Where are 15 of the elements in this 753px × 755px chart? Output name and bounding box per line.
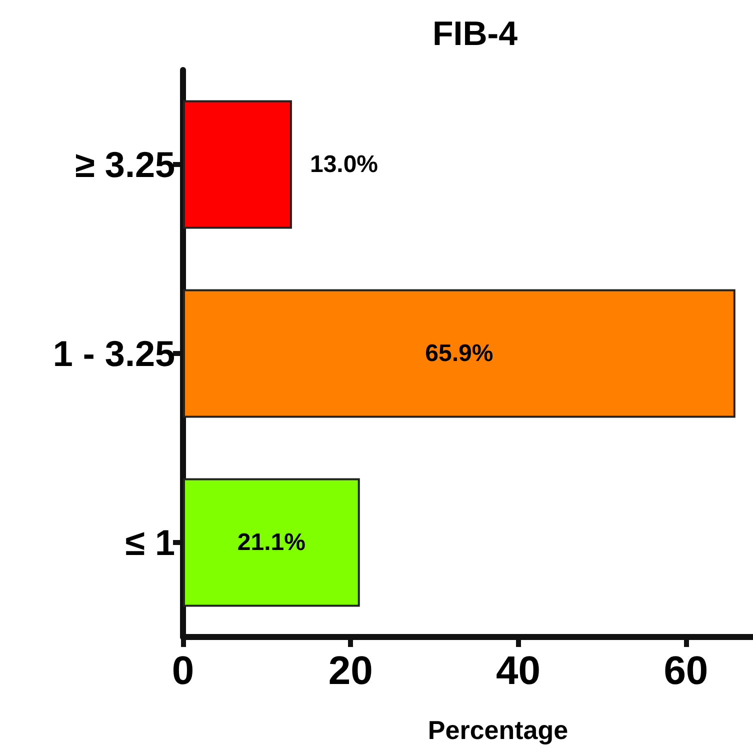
y-tick-label: ≥ 3.25 <box>75 144 175 185</box>
y-tick-label: ≤ 1 <box>125 522 175 563</box>
x-axis-title: Percentage <box>428 715 568 745</box>
data-label: 13.0% <box>310 151 378 178</box>
x-tick-label: 40 <box>496 649 541 693</box>
bar <box>183 289 736 418</box>
x-tick-label: 20 <box>328 649 373 693</box>
bar <box>183 478 360 607</box>
x-tick-label: 0 <box>172 649 194 693</box>
data-label: 21.1% <box>237 529 306 556</box>
chart-title: FIB-4 <box>432 15 518 53</box>
data-label: 65.9% <box>425 340 494 367</box>
bar <box>183 100 292 229</box>
y-tick-label: 1 - 3.25 <box>52 333 175 374</box>
x-tick-label: 60 <box>664 649 708 693</box>
